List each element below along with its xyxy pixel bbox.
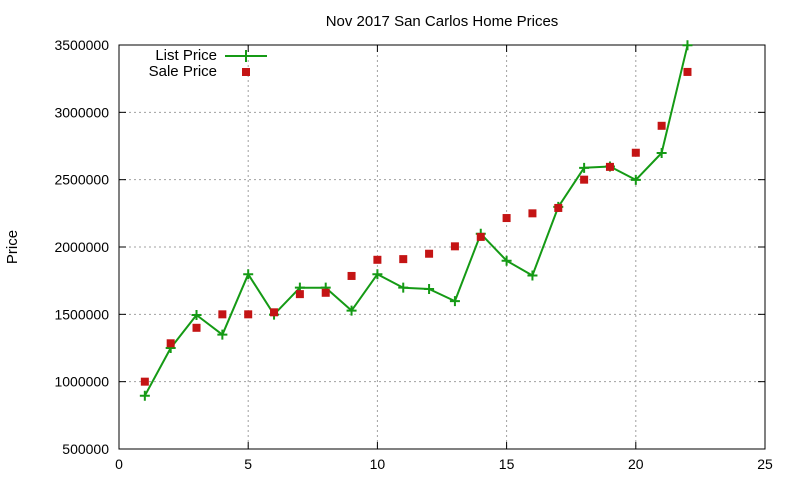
- point-sale-price: [218, 310, 227, 319]
- legend-marker-list-price: [240, 50, 252, 62]
- y-tick-label: 500000: [62, 441, 109, 457]
- point-sale-price: [605, 162, 614, 171]
- point-sale-price: [321, 288, 330, 297]
- point-sale-price: [502, 214, 511, 223]
- point-list-price: [630, 174, 641, 185]
- point-list-price: [449, 296, 460, 307]
- point-sale-price: [140, 377, 149, 386]
- x-tick-label: 25: [757, 456, 773, 472]
- point-sale-price: [295, 290, 304, 299]
- point-sale-price: [347, 271, 356, 280]
- point-list-price: [217, 329, 228, 340]
- x-tick-label: 15: [499, 456, 515, 472]
- point-list-price: [501, 255, 512, 266]
- y-tick-label: 1000000: [54, 374, 109, 390]
- point-sale-price: [528, 209, 537, 218]
- point-list-price: [682, 40, 693, 51]
- series-line-list-price: [143, 45, 689, 397]
- point-sale-price: [270, 308, 279, 317]
- point-sale-price: [580, 175, 589, 184]
- point-sale-price: [476, 232, 485, 241]
- legend-marker-sale-price: [242, 68, 250, 76]
- y-tick-label: 1500000: [54, 306, 109, 322]
- series: [139, 40, 693, 401]
- point-list-price: [579, 162, 590, 173]
- x-tick-label: 20: [628, 456, 644, 472]
- point-sale-price: [657, 121, 666, 130]
- legend: List Price Sale Price: [149, 47, 267, 80]
- y-tick-label: 3000000: [54, 104, 109, 120]
- x-tick-label: 5: [244, 456, 252, 472]
- legend-label-list-price: List Price: [155, 47, 217, 64]
- point-list-price: [191, 310, 202, 321]
- axis-ticks: 0 5 10 15 20 25 500000 1000000 1500000 2000000 250…: [54, 37, 773, 472]
- point-sale-price: [683, 67, 692, 76]
- chart-title: Nov 2017 San Carlos Home Prices: [326, 13, 559, 30]
- x-tick-label: 0: [115, 456, 123, 472]
- point-sale-price: [166, 339, 175, 348]
- point-list-price: [346, 305, 357, 316]
- y-tick-label: 2500000: [54, 172, 109, 188]
- series-list-price: [139, 40, 693, 401]
- point-sale-price: [192, 323, 201, 332]
- point-list-price: [243, 269, 254, 280]
- series-sale-price: [140, 67, 692, 386]
- point-sale-price: [244, 310, 253, 319]
- point-sale-price: [373, 255, 382, 264]
- point-sale-price: [399, 255, 408, 264]
- point-list-price: [139, 390, 150, 401]
- y-tick-label: 2000000: [54, 239, 109, 255]
- point-sale-price: [554, 203, 563, 212]
- point-sale-price: [450, 242, 459, 251]
- point-list-price: [372, 269, 383, 280]
- point-sale-price: [631, 148, 640, 157]
- x-tick-label: 10: [370, 456, 386, 472]
- point-list-price: [656, 148, 667, 159]
- grid: [119, 45, 765, 449]
- point-list-price: [527, 270, 538, 281]
- point-list-price: [424, 284, 435, 295]
- y-tick-label: 3500000: [54, 37, 109, 53]
- y-axis-label: Price: [4, 230, 21, 264]
- legend-label-sale-price: Sale Price: [149, 63, 217, 80]
- point-sale-price: [425, 249, 434, 258]
- point-list-price: [398, 282, 409, 293]
